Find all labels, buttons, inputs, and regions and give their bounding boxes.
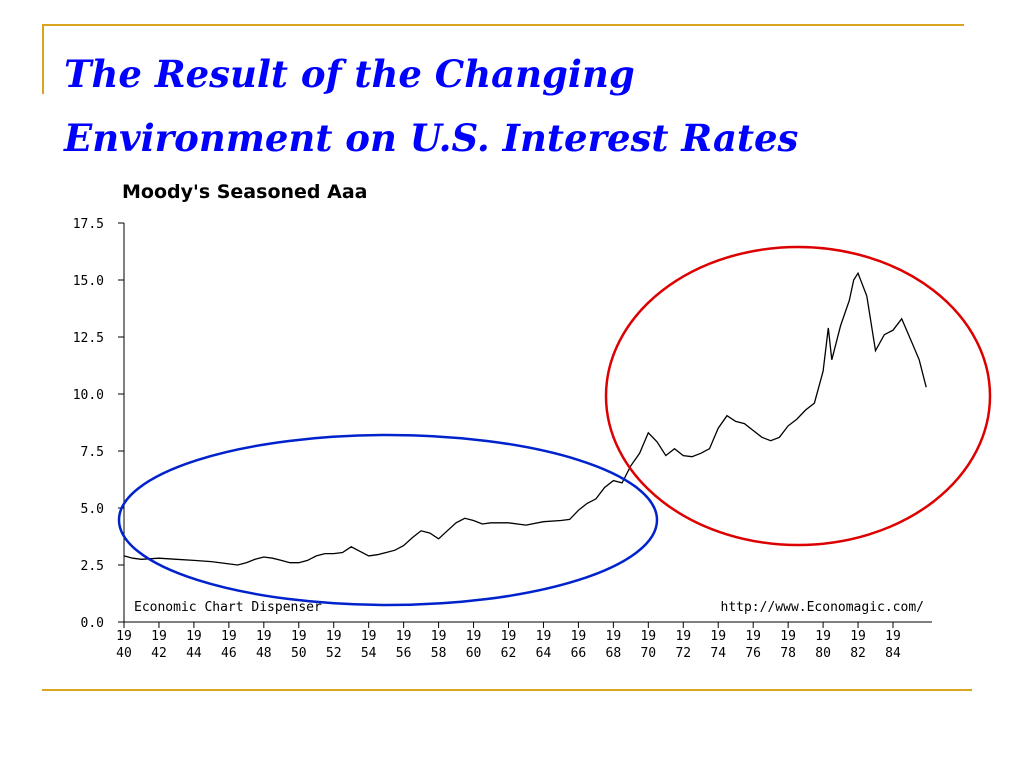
frame-left-rule bbox=[42, 24, 44, 94]
y-tick-label: 2.5 bbox=[81, 559, 104, 574]
x-tick-label-century: 19 bbox=[186, 629, 202, 644]
x-tick-label-century: 19 bbox=[606, 629, 622, 644]
x-tick-label-year: 66 bbox=[571, 646, 587, 661]
x-tick-label-year: 62 bbox=[501, 646, 517, 661]
x-tick-label-year: 52 bbox=[326, 646, 342, 661]
chart-axes bbox=[123, 223, 932, 623]
y-tick-label: 17.5 bbox=[73, 217, 104, 232]
x-tick-label-year: 58 bbox=[431, 646, 447, 661]
x-tick-label-year: 76 bbox=[745, 646, 761, 661]
x-tick-label-year: 70 bbox=[640, 646, 656, 661]
x-tick-label-century: 19 bbox=[256, 629, 272, 644]
y-tick-label: 0.0 bbox=[81, 616, 104, 631]
slide-title-line1: The Result of the Changing bbox=[64, 52, 635, 96]
x-tick-label-century: 19 bbox=[116, 629, 132, 644]
x-tick-label-century: 19 bbox=[675, 629, 691, 644]
x-tick-label-year: 68 bbox=[606, 646, 622, 661]
y-tick-label: 12.5 bbox=[73, 331, 104, 346]
source-right-label: http://www.Economagic.com/ bbox=[721, 600, 925, 615]
x-tick-label-century: 19 bbox=[221, 629, 237, 644]
x-tick-label-century: 19 bbox=[501, 629, 517, 644]
chart-title: Moody's Seasoned Aaa bbox=[122, 181, 367, 203]
x-tick-label-century: 19 bbox=[640, 629, 656, 644]
slide-title-line2: Environment on U.S. Interest Rates bbox=[64, 116, 799, 160]
frame-bottom-rule bbox=[42, 689, 972, 691]
x-tick-label-century: 19 bbox=[780, 629, 796, 644]
x-tick-label-year: 50 bbox=[291, 646, 307, 661]
x-tick-label-century: 19 bbox=[571, 629, 587, 644]
x-tick-label-century: 19 bbox=[396, 629, 412, 644]
x-tick-label-century: 19 bbox=[850, 629, 866, 644]
x-tick-label-year: 60 bbox=[466, 646, 482, 661]
x-tick-label-century: 19 bbox=[431, 629, 447, 644]
x-tick-label-year: 78 bbox=[780, 646, 796, 661]
y-tick-label: 15.0 bbox=[73, 274, 104, 289]
blue-ellipse-highlight bbox=[117, 433, 659, 607]
red-ellipse-highlight bbox=[604, 245, 992, 547]
x-tick-label-year: 44 bbox=[186, 646, 202, 661]
x-tick-label-year: 74 bbox=[710, 646, 726, 661]
x-tick-label-century: 19 bbox=[536, 629, 552, 644]
x-tick-label-century: 19 bbox=[291, 629, 307, 644]
source-left-label: Economic Chart Dispenser bbox=[134, 600, 322, 615]
x-tick-label-year: 64 bbox=[536, 646, 552, 661]
x-tick-label-year: 46 bbox=[221, 646, 237, 661]
x-tick-label-year: 56 bbox=[396, 646, 412, 661]
frame-top-rule bbox=[42, 24, 964, 26]
x-tick-label-year: 40 bbox=[116, 646, 132, 661]
x-tick-label-century: 19 bbox=[745, 629, 761, 644]
y-tick-label: 10.0 bbox=[73, 388, 104, 403]
chart-ticks: 0.0 2.5 5.0 7.5 10.0 12.5 15.0 17.5 19 40 19 42 19 44… bbox=[73, 217, 901, 661]
x-tick-label-century: 19 bbox=[326, 629, 342, 644]
x-tick-label-century: 19 bbox=[151, 629, 167, 644]
x-tick-label-century: 19 bbox=[466, 629, 482, 644]
slide-title: The Result of the Changing Environment o… bbox=[64, 42, 964, 170]
x-tick-label-year: 42 bbox=[151, 646, 167, 661]
y-tick-label: 7.5 bbox=[81, 445, 104, 460]
x-tick-label-year: 72 bbox=[675, 646, 691, 661]
x-tick-label-century: 19 bbox=[361, 629, 377, 644]
x-tick-label-year: 84 bbox=[885, 646, 901, 661]
y-tick-label: 5.0 bbox=[81, 502, 104, 517]
x-tick-label-year: 54 bbox=[361, 646, 377, 661]
x-tick-label-century: 19 bbox=[885, 629, 901, 644]
x-tick-label-century: 19 bbox=[710, 629, 726, 644]
x-tick-label-century: 19 bbox=[815, 629, 831, 644]
x-tick-label-year: 48 bbox=[256, 646, 272, 661]
x-tick-label-year: 80 bbox=[815, 646, 831, 661]
x-tick-label-year: 82 bbox=[850, 646, 866, 661]
series-line-aaa bbox=[123, 271, 927, 566]
